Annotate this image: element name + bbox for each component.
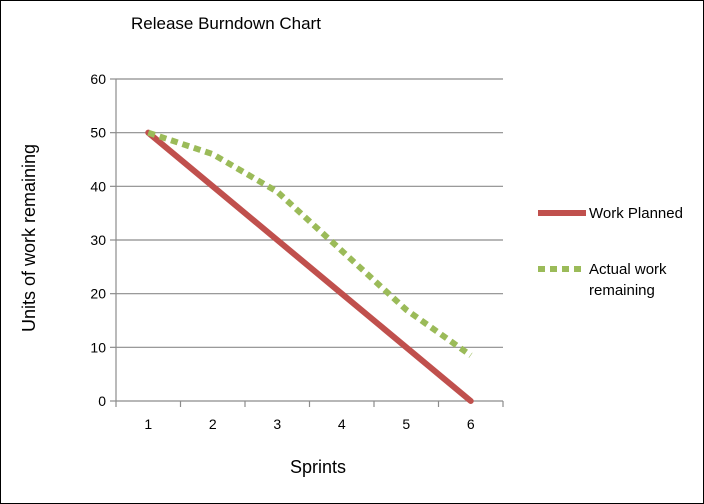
x-tick-label: 4	[338, 416, 346, 432]
y-axis-label: Units of work remaining	[19, 144, 39, 332]
y-tick-label: 50	[90, 125, 106, 141]
legend-label: Work Planned	[589, 205, 683, 222]
legend: Work Planned Actual work remaining	[538, 205, 683, 299]
y-tick-label: 30	[90, 232, 106, 248]
gridlines	[115, 78, 503, 402]
x-axis-ticks: 1 2 3 4 5 6	[115, 401, 504, 432]
legend-item-work-planned: Work Planned	[538, 205, 683, 222]
x-tick-label: 6	[467, 416, 475, 432]
series-line-actual-work-remaining	[147, 129, 473, 358]
y-tick-label: 40	[90, 178, 106, 194]
x-tick-label: 5	[402, 416, 410, 432]
x-tick-label: 1	[144, 416, 152, 432]
series-line-work-planned	[145, 129, 474, 404]
x-tick-label: 2	[209, 416, 217, 432]
y-tick-label: 20	[90, 286, 106, 302]
x-axis-label: Sprints	[290, 457, 346, 477]
y-tick-label: 60	[90, 71, 106, 87]
chart-title: Release Burndown Chart	[131, 14, 321, 33]
legend-label: remaining	[589, 282, 655, 299]
y-tick-label: 0	[98, 393, 106, 409]
y-tick-label: 10	[90, 339, 106, 355]
x-tick-label: 3	[273, 416, 281, 432]
legend-label: Actual work	[589, 261, 667, 278]
legend-item-actual-work-remaining: Actual work remaining	[538, 261, 667, 299]
y-axis-ticks: 0 10 20 30 40 50 60	[90, 71, 116, 409]
series-lines	[145, 129, 474, 404]
